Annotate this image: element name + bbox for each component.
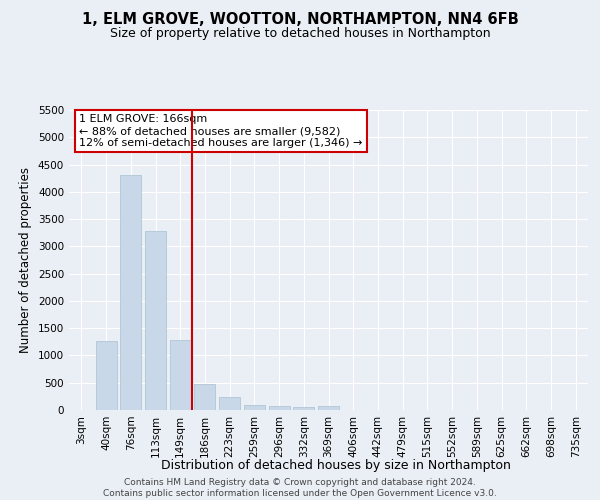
Text: 1, ELM GROVE, WOOTTON, NORTHAMPTON, NN4 6FB: 1, ELM GROVE, WOOTTON, NORTHAMPTON, NN4 … [82, 12, 518, 28]
Text: 1 ELM GROVE: 166sqm
← 88% of detached houses are smaller (9,582)
12% of semi-det: 1 ELM GROVE: 166sqm ← 88% of detached ho… [79, 114, 363, 148]
Bar [120, 176, 141, 410]
Bar [318, 406, 339, 410]
Bar [269, 406, 290, 410]
Bar [145, 231, 166, 410]
Text: Size of property relative to detached houses in Northampton: Size of property relative to detached ho… [110, 28, 490, 40]
Bar [219, 398, 240, 410]
Text: Distribution of detached houses by size in Northampton: Distribution of detached houses by size … [161, 460, 511, 472]
Text: Contains HM Land Registry data © Crown copyright and database right 2024.
Contai: Contains HM Land Registry data © Crown c… [103, 478, 497, 498]
Bar [170, 340, 191, 410]
Bar [95, 340, 116, 410]
Y-axis label: Number of detached properties: Number of detached properties [19, 167, 32, 353]
Bar [293, 408, 314, 410]
Bar [244, 404, 265, 410]
Bar [194, 384, 215, 410]
